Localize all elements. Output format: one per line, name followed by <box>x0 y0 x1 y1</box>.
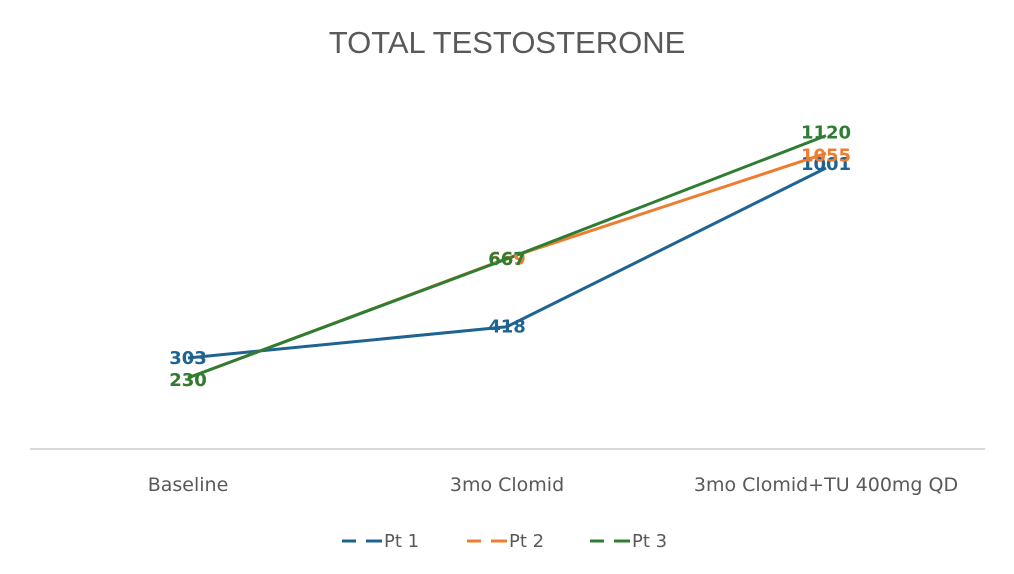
data-label: 230 <box>169 370 207 391</box>
legend: Pt 1 Pt 2 Pt 3 <box>342 531 667 552</box>
legend-label: Pt 2 <box>509 531 544 552</box>
data-label: 669 <box>488 248 526 269</box>
series-line-pt-1 <box>187 166 827 360</box>
data-label: 667 <box>488 249 526 270</box>
series-lines <box>187 134 827 380</box>
data-label: 418 <box>488 317 526 338</box>
legend-label: Pt 3 <box>632 531 667 552</box>
x-tick-label: 3mo Clomid <box>450 474 564 496</box>
legend-item-pt-3[interactable]: Pt 3 <box>590 531 667 552</box>
data-label: 1001 <box>801 154 851 175</box>
x-axis-tick-labels: Baseline 3mo Clomid 3mo Clomid+TU 400mg QD <box>148 474 958 496</box>
data-label: 230 <box>169 370 207 391</box>
data-label: 1055 <box>801 145 851 166</box>
x-tick-label: 3mo Clomid+TU 400mg QD <box>694 474 958 496</box>
data-label: 303 <box>169 348 207 369</box>
legend-label: Pt 1 <box>384 531 419 552</box>
legend-item-pt-1[interactable]: Pt 1 <box>342 531 419 552</box>
series-line-pt-3 <box>187 134 827 380</box>
data-label: 1120 <box>801 123 851 144</box>
chart-title: TOTAL TESTOSTERONE <box>329 25 686 60</box>
legend-item-pt-2[interactable]: Pt 2 <box>467 531 544 552</box>
x-tick-label: Baseline <box>148 474 229 496</box>
